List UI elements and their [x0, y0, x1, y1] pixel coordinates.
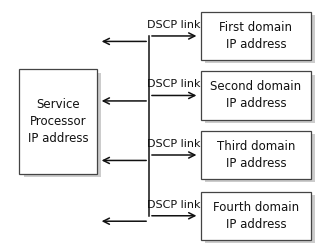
FancyBboxPatch shape	[205, 15, 315, 63]
FancyBboxPatch shape	[19, 69, 97, 174]
FancyBboxPatch shape	[201, 191, 311, 240]
FancyBboxPatch shape	[201, 131, 311, 179]
FancyBboxPatch shape	[205, 195, 315, 243]
FancyBboxPatch shape	[205, 134, 315, 183]
FancyBboxPatch shape	[24, 73, 101, 177]
Text: First domain
IP address: First domain IP address	[219, 21, 293, 51]
Text: Second domain
IP address: Second domain IP address	[210, 81, 302, 110]
Text: Third domain
IP address: Third domain IP address	[217, 140, 295, 170]
Text: Fourth domain
IP address: Fourth domain IP address	[213, 201, 299, 231]
FancyBboxPatch shape	[201, 71, 311, 120]
Text: DSCP link: DSCP link	[147, 79, 201, 89]
Text: DSCP link: DSCP link	[147, 139, 201, 149]
Text: DSCP link: DSCP link	[147, 20, 201, 30]
FancyBboxPatch shape	[201, 12, 311, 60]
Text: Service
Processor
IP address: Service Processor IP address	[28, 98, 89, 145]
FancyBboxPatch shape	[205, 74, 315, 123]
Text: DSCP link: DSCP link	[147, 200, 201, 210]
